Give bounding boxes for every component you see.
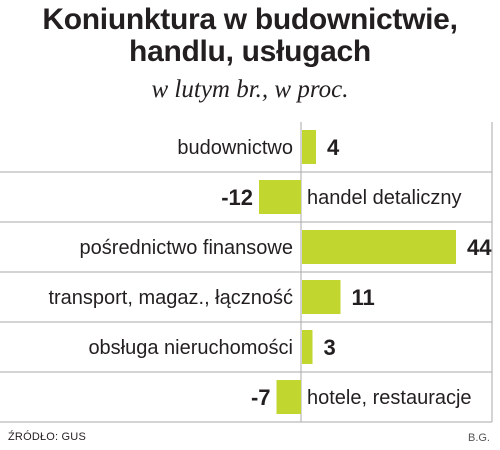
category-label: handel detaliczny [307,187,462,209]
value-label: 11 [352,285,375,310]
category-label: transport, magaz., łączność [48,287,293,309]
value-label: 3 [324,335,336,360]
bar-2 [259,180,301,214]
chart-title-line-2: handlu, usługach [129,35,371,68]
value-label: -7 [251,385,271,410]
chart-subtitle: w lutym br., w proc. [151,76,349,103]
bar-5 [302,330,313,364]
author-initials: B.G. [467,432,490,444]
bar-1 [302,130,316,164]
bar-6 [276,380,301,414]
bar-4 [302,280,341,314]
value-label: 4 [327,135,340,160]
chart-title: Koniunktura w budownictwie, handlu, usłu… [0,4,500,68]
category-label: budownictwo [177,137,293,159]
value-label: -12 [221,185,253,210]
category-label: hotele, restauracje [307,387,472,409]
category-label: pośrednictwo finansowe [80,237,293,259]
category-label: obsługa nieruchomości [88,337,293,359]
labels-layer: budownictwo 4 handel detaliczny -12 pośredni… [48,135,492,410]
value-label: 44 [467,235,492,260]
bar-3 [302,230,456,264]
chart-title-line-1: Koniunktura w budownictwie, [42,3,458,36]
source-note: ŹRÓDŁO: GUS [8,431,86,443]
grid-layer [0,122,493,423]
bars-layer [259,130,456,414]
